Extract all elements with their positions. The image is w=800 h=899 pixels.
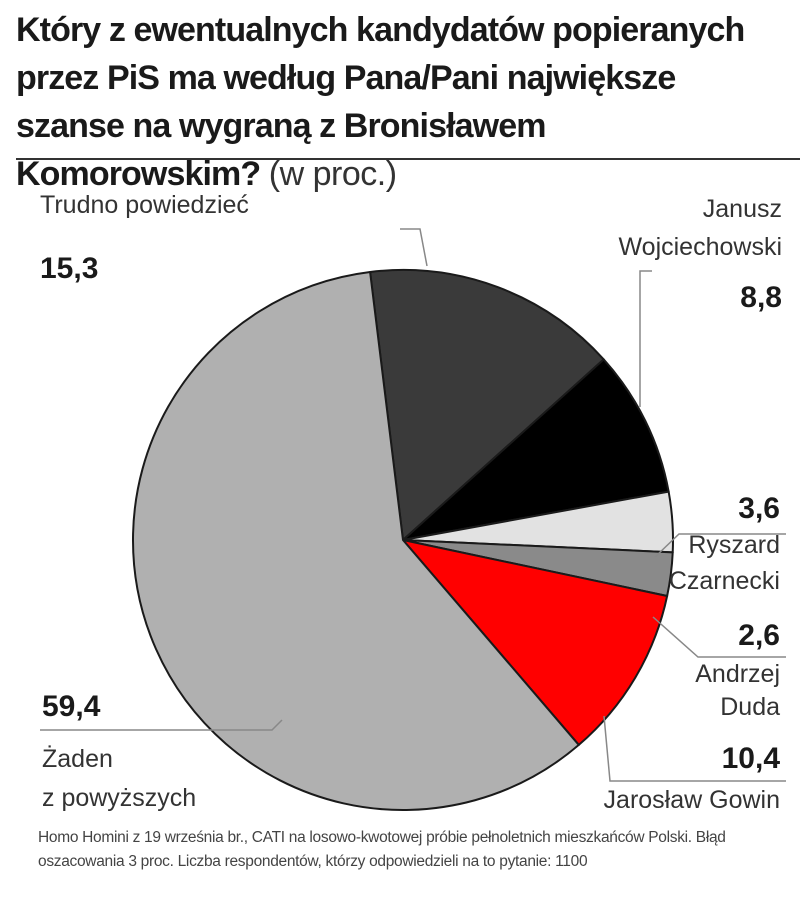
name-label-zaden-z-powyzszych-line-2: z powyższych bbox=[42, 784, 196, 812]
name-label-andrzej-duda-line-2: Duda bbox=[720, 693, 780, 721]
leader-lines bbox=[40, 228, 786, 782]
chart-unit: (w proc.) bbox=[268, 155, 397, 193]
leader-line-ryszard-czarnecki bbox=[654, 533, 786, 558]
leader-line-andrzej-duda bbox=[652, 616, 786, 658]
value-label-trudno-powiedziec: 15,3 bbox=[40, 252, 98, 285]
name-label-trudno-powiedziec-line-1: Trudno powiedzieć bbox=[40, 191, 249, 219]
chart-title-text: Który z ewentualnych kandydatów popieran… bbox=[16, 11, 745, 193]
pie-slices bbox=[132, 269, 675, 811]
pie-slice-trudno-powiedziec bbox=[369, 269, 605, 541]
name-label-janusz-wojciechowski-line-1: Janusz bbox=[703, 195, 782, 223]
value-label-janusz-wojciechowski: 8,8 bbox=[740, 281, 782, 314]
name-label-ryszard-czarnecki-line-2: Czarnecki bbox=[669, 567, 780, 595]
leader-line-zaden-z-powyzszych bbox=[40, 719, 283, 731]
name-label-zaden-z-powyzszych-line-1: Żaden bbox=[42, 744, 113, 773]
title-divider bbox=[16, 158, 800, 160]
leader-line-trudno-powiedziec bbox=[400, 228, 428, 267]
name-label-andrzej-duda-line-1: Andrzej bbox=[695, 660, 780, 688]
value-label-jaroslaw-gowin: 10,4 bbox=[722, 742, 781, 775]
leader-line-janusz-wojciechowski bbox=[639, 270, 652, 407]
pie-slice-jaroslaw-gowin bbox=[402, 539, 669, 746]
pie-slice-janusz-wojciechowski bbox=[402, 358, 670, 541]
name-label-jaroslaw-gowin-line-1: Jarosław Gowin bbox=[604, 786, 780, 814]
value-label-ryszard-czarnecki: 3,6 bbox=[738, 492, 780, 525]
source-note: Homo Homini z 19 września br., CATI na l… bbox=[38, 829, 726, 870]
leader-line-jaroslaw-gowin bbox=[603, 715, 786, 782]
chart-title: Który z ewentualnych kandydatów popieran… bbox=[16, 6, 786, 198]
name-label-ryszard-czarnecki-line-1: Ryszard bbox=[688, 531, 780, 559]
pie-slice-zaden-z-powyzszych bbox=[132, 271, 580, 811]
value-label-andrzej-duda: 2,6 bbox=[738, 619, 780, 652]
name-label-janusz-wojciechowski-line-2: Wojciechowski bbox=[619, 233, 782, 261]
pie-chart: 15,3 Trudno powiedzieć 8,8 Janusz Wojciechow… bbox=[40, 191, 786, 814]
value-label-zaden-z-powyzszych: 59,4 bbox=[42, 690, 101, 723]
slice-labels: 15,3 Trudno powiedzieć 8,8 Janusz Wojciechow… bbox=[40, 191, 782, 814]
